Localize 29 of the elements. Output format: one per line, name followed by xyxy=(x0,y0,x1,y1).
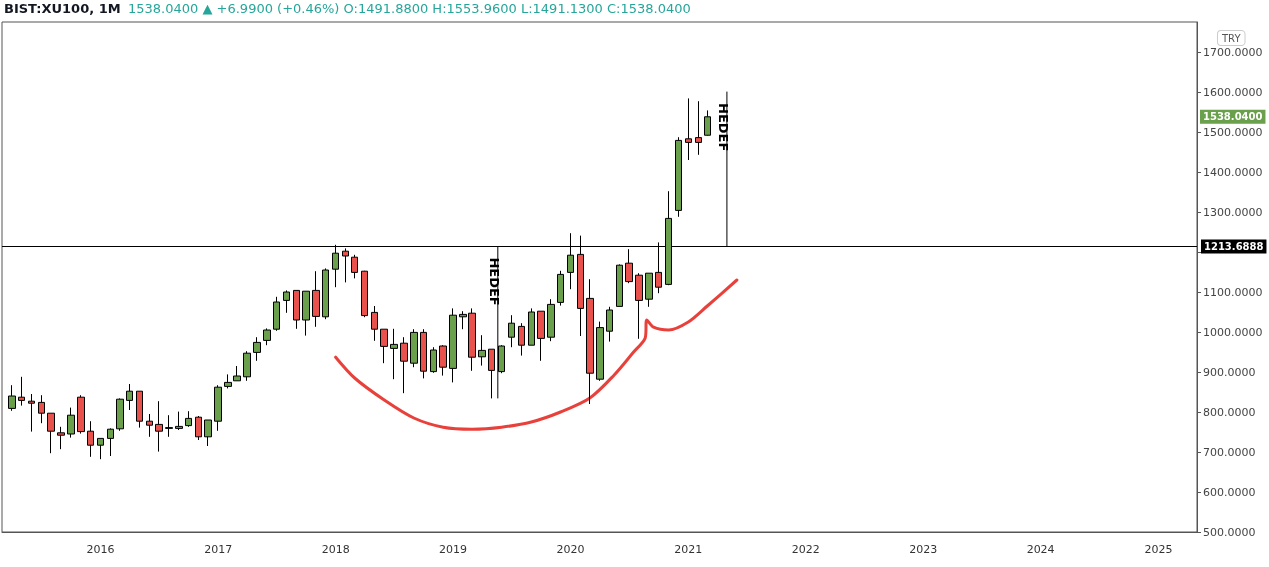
x-tick-label: 2018 xyxy=(321,543,350,556)
y-tick-label: 700.0000 xyxy=(1203,445,1256,459)
y-tick-label: 1000.0000 xyxy=(1203,325,1263,339)
ref-line-label: 1213.6888 xyxy=(1204,241,1264,253)
y-tick-label: 800.0000 xyxy=(1203,405,1256,419)
x-tick-label: 2024 xyxy=(1026,543,1055,556)
x-tick-label: 2021 xyxy=(674,543,703,556)
y-tick-label: 1600.0000 xyxy=(1203,85,1263,99)
x-tick-label: 2020 xyxy=(556,543,585,556)
x-tick-label: 2022 xyxy=(791,543,820,556)
y-tick-label: 900.0000 xyxy=(1203,365,1256,379)
text: HEDEF xyxy=(486,257,502,306)
chart-subtitle: 1538.0400 ▲ +6.9900 (+0.46%) O:1491.8800 H:1553.9600 L:1491.1300 C:1538.0400 xyxy=(128,1,691,16)
x-tick-label: 2016 xyxy=(86,543,115,556)
x-tick-label: 2023 xyxy=(909,543,938,556)
text: TRY xyxy=(1221,32,1242,44)
x-tick-label: 2017 xyxy=(204,543,233,556)
y-tick-label: 600.0000 xyxy=(1203,485,1256,499)
text: 1538.0400 xyxy=(1203,111,1263,123)
x-tick-label: 2019 xyxy=(439,543,468,556)
chart-title: BIST:XU100, 1M xyxy=(4,1,121,16)
y-tick-label: 1300.0000 xyxy=(1203,205,1263,219)
x-tick-label: 2025 xyxy=(1144,543,1173,556)
y-tick-label: 500.0000 xyxy=(1203,525,1256,539)
y-tick-label: 1700.0000 xyxy=(1203,45,1263,59)
y-tick-label: 1500.0000 xyxy=(1203,125,1263,139)
y-tick-label: 1400.0000 xyxy=(1203,165,1263,179)
y-tick-label: 1100.0000 xyxy=(1203,285,1263,299)
text: HEDEF xyxy=(715,103,731,152)
